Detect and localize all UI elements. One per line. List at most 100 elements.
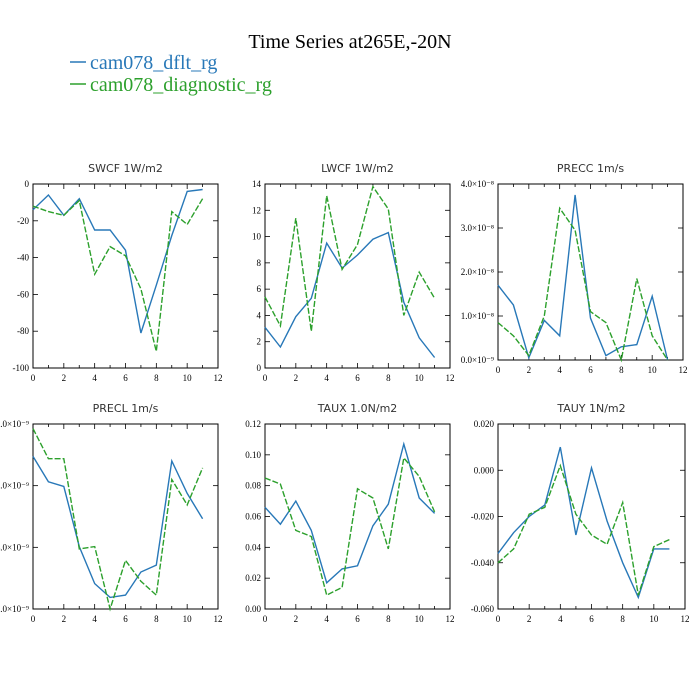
x-tick-label: 6 (355, 614, 360, 624)
series-line-dflt (32, 188, 203, 334)
x-tick-label: 10 (183, 373, 193, 383)
y-tick-label: 0 (25, 179, 30, 189)
series-line-dflt (497, 194, 669, 361)
legend: cam078_dflt_rg cam078_diagnostic_rg (70, 52, 272, 96)
x-tick-label: 4 (324, 614, 329, 624)
series-line-diagnostic (497, 206, 669, 363)
panel-title: LWCF 1W/m2 (321, 162, 394, 175)
y-tick-label: 0 (257, 363, 262, 373)
panel-6: TAUY 1N/m2 0 2 4 6 8 10 12 -0.060 -0.040 -0.020 0.0… (471, 402, 690, 624)
x-tick-label: 10 (415, 373, 425, 383)
y-tick-label: 12 (252, 205, 261, 215)
plot-frame (264, 423, 451, 610)
x-tick-label: 2 (62, 373, 67, 383)
panel-4: PRECL 1m/s 0 2 4 6 8 10 12 2.0×10⁻⁹ 4.0×10⁻⁹ 6.0×1… (0, 402, 223, 624)
y-tick-label: 0.0×10⁻⁹ (461, 355, 494, 365)
x-tick-label: 12 (679, 365, 688, 375)
y-tick-label: 2 (257, 337, 262, 347)
y-tick-label: -0.040 (471, 558, 495, 568)
legend-label-dflt: cam078_dflt_rg (90, 52, 217, 74)
x-tick-label: 2 (62, 614, 67, 624)
x-tick-label: 8 (386, 614, 391, 624)
series-line-diagnostic (264, 456, 436, 597)
y-tick-label: 0.02 (245, 573, 261, 583)
panels: SWCF 1W/m20 2 4 6 8 10 12-100-80-60-40-200LWCF… (0, 162, 690, 624)
panel-2: LWCF 1W/m2 0 2 4 6 8 10 12 0 2 4 6 8 10 12 14 (252, 162, 455, 383)
y-tick-label: -40 (17, 253, 29, 263)
legend-label-diagnostic: cam078_diagnostic_rg (90, 74, 272, 96)
y-tick-label: 1.0×10⁻⁸ (461, 311, 494, 321)
x-tick-label: 8 (619, 365, 624, 375)
plot-frame (497, 183, 684, 361)
series-line-dflt (32, 456, 204, 599)
panel-1: SWCF 1W/m2 0 2 4 6 8 10 12 -100 -80 -60 -40 -20 0 (13, 162, 223, 383)
plot-frame (32, 423, 219, 610)
panel-title: PRECL 1m/s (93, 402, 159, 415)
x-tick-label: 4 (557, 365, 562, 375)
panel-5: TAUX 1.0N/m2 0 2 4 6 8 10 12 0.00 0.02 0.04 0.06 0.0… (245, 402, 454, 624)
y-tick-label: -80 (17, 326, 29, 336)
y-tick-label: 6 (257, 284, 262, 294)
x-tick-label: 10 (649, 614, 659, 624)
x-tick-label: 12 (681, 614, 690, 624)
x-tick-label: 12 (446, 373, 455, 383)
x-tick-label: 8 (154, 373, 159, 383)
series-line-diagnostic (32, 198, 204, 352)
x-tick-label: 8 (386, 373, 391, 383)
y-tick-label: 14 (252, 179, 262, 189)
y-tick-label: 0.08 (245, 481, 261, 491)
y-tick-label: 6.0×10⁻⁹ (0, 481, 29, 491)
y-tick-label: 4 (257, 310, 262, 320)
y-tick-label: 0.04 (245, 542, 261, 552)
y-tick-label: 4.0×10⁻⁹ (0, 542, 29, 552)
y-tick-label: 0.06 (245, 512, 261, 522)
x-tick-label: 12 (214, 373, 223, 383)
y-tick-label: 3.0×10⁻⁸ (461, 223, 494, 233)
x-tick-label: 0 (263, 614, 268, 624)
y-tick-label: -0.020 (471, 512, 495, 522)
x-tick-label: 6 (589, 614, 594, 624)
figure-title: Time Series at265E,-20N (248, 31, 451, 53)
x-tick-label: 2 (294, 373, 299, 383)
x-tick-label: 8 (154, 614, 159, 624)
x-tick-label: 2 (294, 614, 299, 624)
x-tick-label: 8 (620, 614, 625, 624)
y-tick-label: 0.12 (245, 419, 261, 429)
x-tick-label: 4 (324, 373, 329, 383)
y-tick-label: 10 (252, 232, 262, 242)
y-tick-label: -100 (13, 363, 30, 373)
panel-title: TAUX 1.0N/m2 (317, 402, 398, 415)
x-tick-label: 6 (123, 373, 128, 383)
x-tick-label: 4 (92, 614, 97, 624)
x-tick-label: 0 (496, 614, 501, 624)
x-tick-label: 10 (183, 614, 193, 624)
y-tick-label: 2.0×10⁻⁸ (461, 267, 494, 277)
series-line-dflt (497, 446, 670, 600)
panel-3: PRECC 1m/s 0 2 4 6 8 10 12 0.0×10⁻⁹ 1.0×10⁻⁸ 2.0×1… (461, 162, 688, 375)
x-tick-label: 2 (527, 614, 532, 624)
x-tick-label: 0 (31, 373, 36, 383)
y-tick-label: 0.10 (245, 450, 261, 460)
x-tick-label: 12 (214, 614, 223, 624)
y-tick-label: 0.000 (474, 465, 495, 475)
y-tick-label: 8.0×10⁻⁹ (0, 419, 29, 429)
x-tick-label: 6 (355, 373, 360, 383)
y-tick-label: 4.0×10⁻⁸ (461, 179, 494, 189)
x-tick-label: 2 (527, 365, 532, 375)
y-tick-label: -60 (17, 289, 29, 299)
panel-title: TAUY 1N/m2 (556, 402, 625, 415)
x-tick-label: 0 (31, 614, 36, 624)
x-tick-label: 10 (415, 614, 425, 624)
x-tick-label: 0 (496, 365, 501, 375)
y-tick-label: -0.060 (471, 604, 495, 614)
y-tick-label: 0.00 (245, 604, 261, 614)
x-tick-label: 6 (588, 365, 593, 375)
panel-title: PRECC 1m/s (557, 162, 625, 175)
plot-frame (497, 423, 686, 610)
y-tick-label: 0.020 (474, 419, 495, 429)
series-line-diagnostic (32, 428, 204, 612)
series-line-diagnostic (264, 184, 436, 332)
panel-title: SWCF 1W/m2 (88, 162, 163, 175)
x-tick-label: 4 (92, 373, 97, 383)
